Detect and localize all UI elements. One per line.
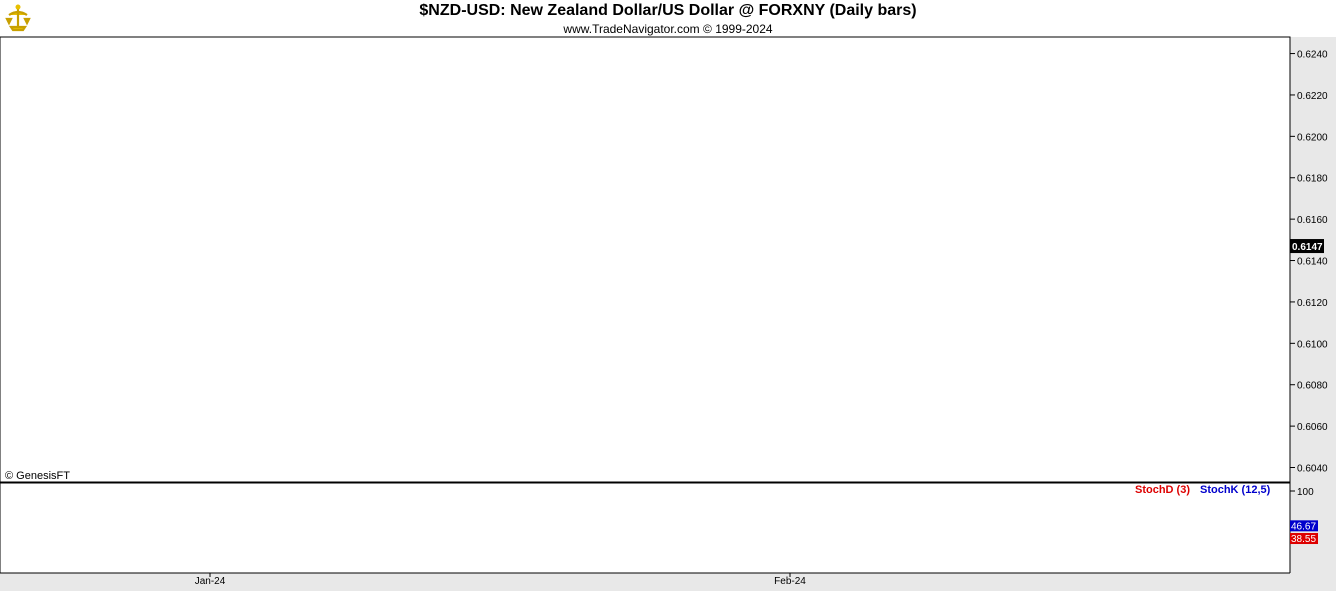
price-tick-label: 0.6200: [1297, 132, 1328, 143]
trade-navigator-logo-icon: [3, 3, 33, 33]
price-tick-label: 0.6120: [1297, 298, 1328, 309]
last-price-box: [1290, 239, 1324, 254]
price-tick-label: 0.6220: [1297, 91, 1328, 102]
stoch-tick-label: 100: [1297, 487, 1314, 498]
price-tick-label: 0.6060: [1297, 422, 1328, 433]
time-tick-label: Jan-24: [195, 576, 226, 587]
price-tick-label: 0.6040: [1297, 464, 1328, 475]
chart-subtitle: www.TradeNavigator.com © 1999-2024: [563, 22, 773, 36]
price-tick-label: 0.6160: [1297, 215, 1328, 226]
price-pane-frame: [0, 36, 1291, 483]
time-tick-label: Feb-24: [774, 576, 806, 587]
stoch-pane-frame: [0, 482, 1291, 574]
legend-stochD: StochD (3): [1135, 484, 1190, 496]
chart-title: $NZD-USD: New Zealand Dollar/US Dollar @…: [419, 2, 917, 19]
stochD-last-box: [1290, 533, 1318, 545]
price-tick-label: 0.6140: [1297, 257, 1328, 268]
stochD-last-label: 38.55: [1291, 534, 1316, 545]
legend-stochK: StochK (12,5): [1200, 484, 1271, 496]
stochK-last-box: [1290, 520, 1318, 532]
price-tick-label: 0.6080: [1297, 381, 1328, 392]
copyright-label: © GenesisFT: [5, 470, 70, 482]
price-tick-label: 0.6240: [1297, 50, 1328, 61]
last-price-label: 0.6147: [1292, 242, 1323, 253]
axes: 0.6240 0.6220 0.6200 0.6180 0.6160 0.6140 0.61…: [0, 36, 1336, 591]
stochK-last-label: 46.67: [1291, 521, 1316, 532]
price-tick-label: 0.6180: [1297, 174, 1328, 185]
price-tick-label: 0.6100: [1297, 339, 1328, 350]
chart-header: [0, 0, 1290, 37]
price-axis-background: [1290, 37, 1336, 573]
time-axis-background: [0, 573, 1336, 591]
